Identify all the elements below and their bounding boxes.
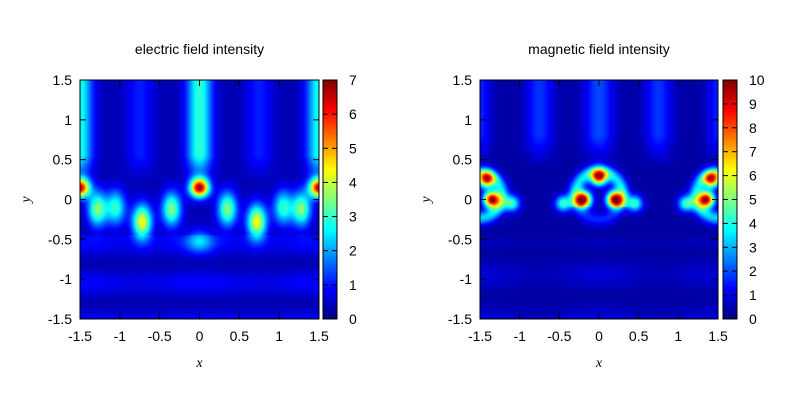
electric-y-tick-label: -0.5 xyxy=(48,231,72,247)
magnetic-plot-frame xyxy=(479,79,719,320)
magnetic-colorbar xyxy=(723,80,737,319)
magnetic-x-tick-label: 0.5 xyxy=(629,328,649,344)
magnetic-y-tick-label: 0 xyxy=(464,192,472,208)
electric-y-tick-label: -1 xyxy=(60,271,73,287)
magnetic-x-tick-label: 1.5 xyxy=(708,328,728,344)
magnetic-x-axis-label: x xyxy=(595,356,603,371)
magnetic-y-tick-label: 1 xyxy=(464,112,472,128)
electric-x-tick-label: 1.5 xyxy=(309,328,329,344)
electric-colorbar-tick-label: 4 xyxy=(349,174,357,190)
magnetic-colorbar-tick-label: 6 xyxy=(749,168,757,184)
magnetic-y-tick-label: -1 xyxy=(460,271,473,287)
magnetic-y-tick-label: -0.5 xyxy=(448,231,472,247)
magnetic-colorbar-tick-label: 10 xyxy=(749,72,765,88)
magnetic-x-tick-label: 0 xyxy=(595,328,603,344)
magnetic-colorbar-tick-label: 1 xyxy=(749,287,757,303)
electric-colorbar-tick-label: 7 xyxy=(349,72,357,88)
magnetic-plot-title: magnetic field intensity xyxy=(528,41,670,57)
electric-x-tick-label: 1 xyxy=(275,328,283,344)
magnetic-y-axis-label: y xyxy=(419,196,434,205)
magnetic-colorbar-tick-label: 4 xyxy=(749,215,757,231)
electric-y-tick-label: -1.5 xyxy=(48,311,72,327)
electric-x-tick-label: 0.5 xyxy=(230,328,250,344)
electric-y-axis-label: y xyxy=(19,196,34,205)
electric-x-tick-label: -1 xyxy=(114,328,127,344)
magnetic-colorbar-tick-label: 9 xyxy=(749,96,757,112)
electric-x-tick-label: 0 xyxy=(196,328,204,344)
electric-colorbar-tick-label: 1 xyxy=(349,277,357,293)
electric-colorbar-frame xyxy=(322,79,338,320)
electric-y-tick-label: 1 xyxy=(64,112,72,128)
electric-plot-title: electric field intensity xyxy=(134,41,265,57)
electric-colorbar-tick-label: 6 xyxy=(349,106,357,122)
electric-x-tick-label: -0.5 xyxy=(148,328,172,344)
electric-x-tick-label: -1.5 xyxy=(68,328,92,344)
magnetic-colorbar-tick-label: 7 xyxy=(749,144,757,160)
electric-colorbar-tick-label: 2 xyxy=(349,243,357,259)
magnetic-x-tick-label: 1 xyxy=(674,328,682,344)
magnetic-colorbar-tick-label: 0 xyxy=(749,311,757,327)
magnetic-y-tick-label: 1.5 xyxy=(453,72,473,88)
magnetic-y-tick-label: -1.5 xyxy=(448,311,472,327)
magnetic-colorbar-tick-label: 8 xyxy=(749,120,757,136)
magnetic-y-tick-label: 0.5 xyxy=(453,152,473,168)
electric-heatmap xyxy=(80,80,319,319)
electric-y-tick-label: 0 xyxy=(64,192,72,208)
electric-colorbar-tick-label: 0 xyxy=(349,311,357,327)
magnetic-heatmap xyxy=(480,80,718,319)
magnetic-colorbar-tick-label: 3 xyxy=(749,239,757,255)
electric-colorbar xyxy=(323,80,337,319)
electric-colorbar-tick-label: 3 xyxy=(349,209,357,225)
magnetic-x-tick-label: -1.5 xyxy=(468,328,492,344)
magnetic-x-tick-label: -0.5 xyxy=(547,328,571,344)
magnetic-colorbar-tick-label: 5 xyxy=(749,192,757,208)
electric-y-tick-label: 1.5 xyxy=(53,72,73,88)
magnetic-x-tick-label: -1 xyxy=(513,328,526,344)
electric-colorbar-tick-label: 5 xyxy=(349,140,357,156)
electric-y-tick-label: 0.5 xyxy=(53,152,73,168)
electric-plot-frame xyxy=(79,79,320,320)
electric-x-axis-label: x xyxy=(195,356,203,371)
magnetic-colorbar-tick-label: 2 xyxy=(749,263,757,279)
